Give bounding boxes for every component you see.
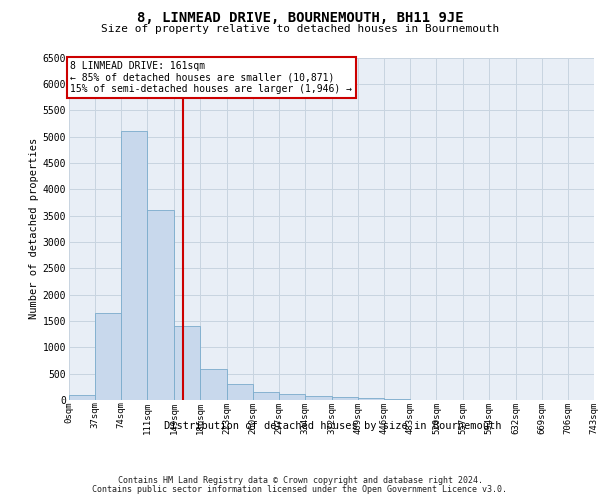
Bar: [95, 313, 121, 400]
Bar: [200, 370, 227, 400]
Bar: [227, 384, 253, 400]
Text: Contains HM Land Registry data © Crown copyright and database right 2024.: Contains HM Land Registry data © Crown c…: [118, 476, 482, 485]
Y-axis label: Number of detached properties: Number of detached properties: [29, 138, 38, 320]
Bar: [174, 326, 200, 400]
Bar: [358, 398, 384, 400]
Bar: [332, 398, 358, 400]
Text: Size of property relative to detached houses in Bournemouth: Size of property relative to detached ho…: [101, 24, 499, 34]
Bar: [69, 394, 95, 400]
Bar: [279, 394, 305, 400]
Text: 8, LINMEAD DRIVE, BOURNEMOUTH, BH11 9JE: 8, LINMEAD DRIVE, BOURNEMOUTH, BH11 9JE: [137, 11, 463, 25]
Bar: [121, 132, 148, 400]
Bar: [253, 392, 279, 400]
Bar: [148, 210, 174, 400]
Text: Distribution of detached houses by size in Bournemouth: Distribution of detached houses by size …: [164, 421, 502, 431]
Bar: [305, 396, 332, 400]
Text: 8 LINMEAD DRIVE: 161sqm
← 85% of detached houses are smaller (10,871)
15% of sem: 8 LINMEAD DRIVE: 161sqm ← 85% of detache…: [70, 61, 352, 94]
Text: Contains public sector information licensed under the Open Government Licence v3: Contains public sector information licen…: [92, 485, 508, 494]
